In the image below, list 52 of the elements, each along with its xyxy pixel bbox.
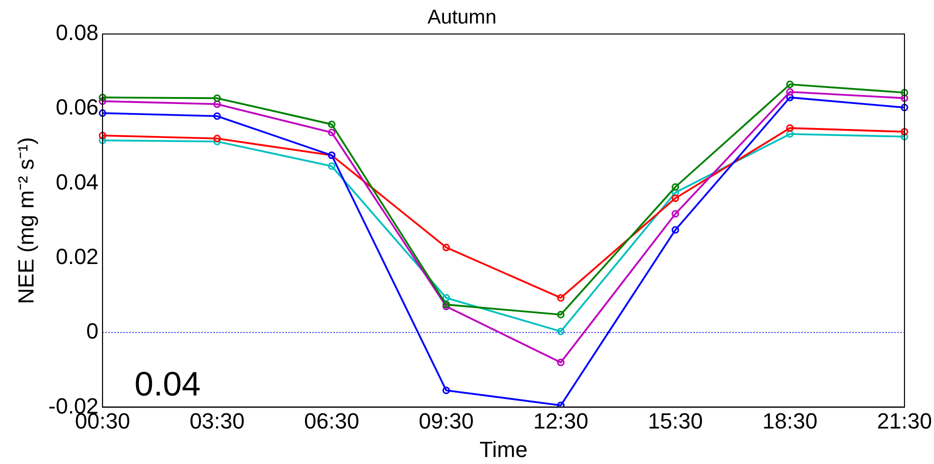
x-tick-label: 15:30	[648, 408, 703, 434]
point	[328, 120, 336, 128]
point	[557, 328, 565, 336]
point	[786, 124, 794, 132]
point	[442, 294, 450, 302]
y-tick-label: 0	[86, 318, 99, 344]
point	[672, 194, 680, 202]
point	[442, 386, 450, 394]
point	[213, 112, 221, 120]
point	[98, 109, 106, 117]
x-tick-label: 09:30	[418, 408, 474, 434]
y-tick-label: 0.02	[56, 244, 99, 269]
point	[672, 210, 680, 218]
point	[442, 244, 450, 252]
x-tick-label: 06:30	[304, 408, 360, 434]
point	[672, 188, 680, 196]
x-tick-label: 12:30	[533, 408, 588, 434]
point	[98, 136, 106, 144]
point	[213, 138, 221, 146]
point	[98, 132, 106, 140]
point	[557, 310, 565, 318]
point	[786, 80, 794, 88]
point	[900, 94, 908, 102]
point	[672, 183, 680, 191]
point	[328, 128, 336, 136]
y-tick-label: 0.06	[56, 94, 99, 120]
point	[786, 94, 794, 102]
point	[213, 100, 221, 108]
point	[557, 294, 565, 302]
annotation: 0.04	[134, 366, 201, 404]
point	[213, 94, 221, 102]
point	[672, 226, 680, 234]
x-tick-label: 18:30	[762, 408, 818, 434]
x-axis-title: Time	[479, 436, 528, 462]
x-tick-label: 03:30	[190, 408, 245, 434]
point	[557, 402, 565, 408]
point	[900, 128, 908, 136]
point	[900, 132, 908, 140]
y-tick-label: 0.08	[56, 20, 99, 46]
point	[900, 88, 908, 96]
point	[98, 97, 106, 105]
point	[786, 88, 794, 96]
point	[213, 134, 221, 142]
point	[900, 104, 908, 112]
chart-title: Autumn	[428, 6, 496, 29]
y-tick-label: 0.04	[56, 169, 99, 194]
point	[557, 358, 565, 366]
point	[98, 94, 106, 102]
y-axis-title: NEE (mg m⁻² s⁻¹)	[13, 137, 38, 304]
point	[786, 130, 794, 138]
x-tick-label: 21:30	[876, 408, 932, 434]
point	[328, 162, 336, 170]
